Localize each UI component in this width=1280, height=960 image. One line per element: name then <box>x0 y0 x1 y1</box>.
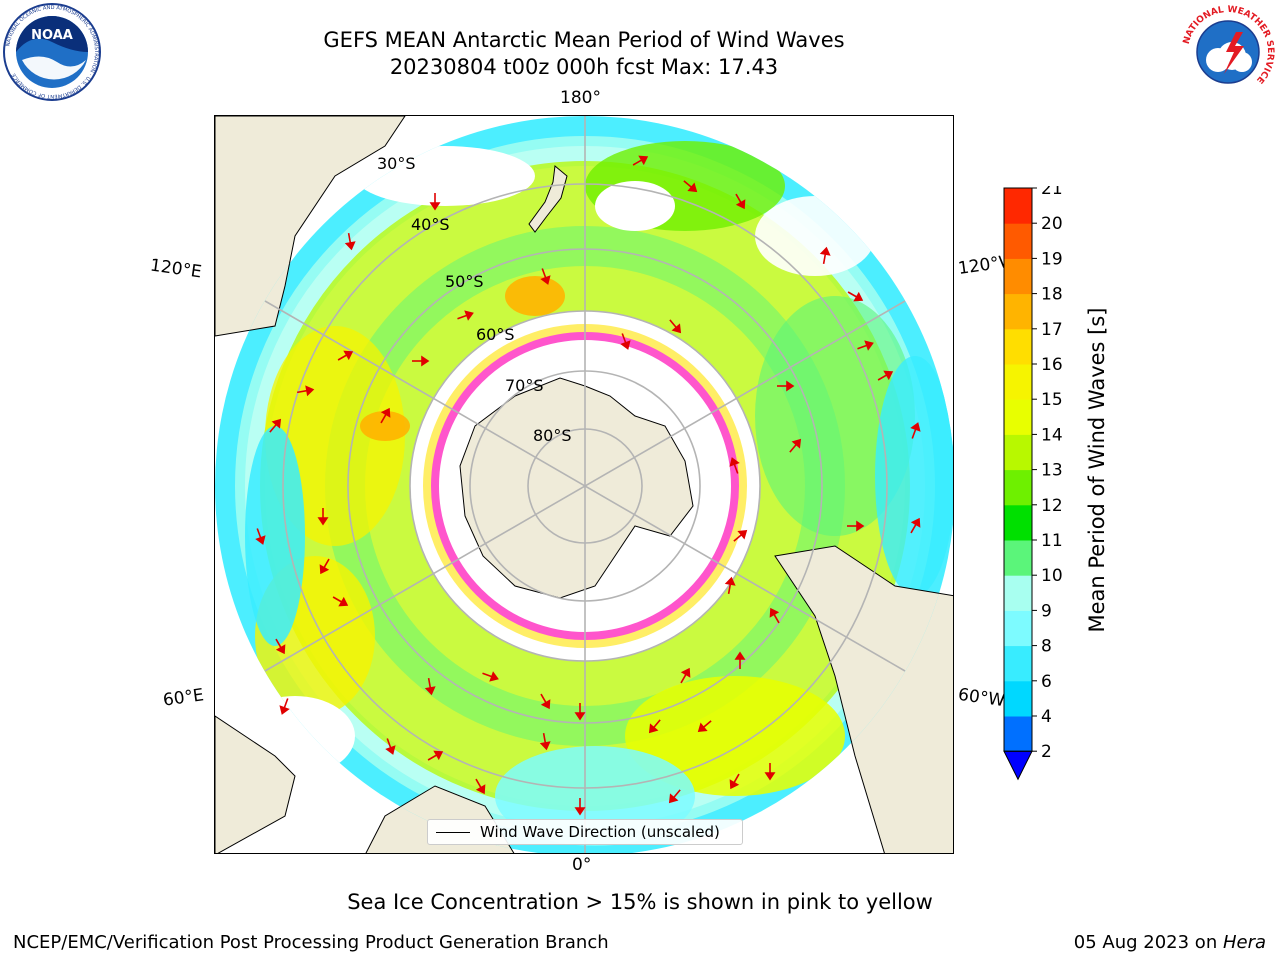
colorbar-tick-label: 6 <box>1041 672 1052 692</box>
colorbar-bin <box>1004 469 1032 506</box>
colorbar-tick-label: 19 <box>1041 249 1063 269</box>
colorbar-bin <box>1004 680 1032 717</box>
graticule <box>215 116 953 853</box>
nws-logo: NATIONAL WEATHER SERVICE <box>1181 5 1275 99</box>
lon-label-180: 180° <box>560 88 601 108</box>
colorbar-bin <box>1004 364 1032 400</box>
colorbar-tick-label: 15 <box>1041 390 1063 410</box>
noaa-logo: NOAA NATIONAL OCEANIC AND ATMOSPHERIC AD… <box>3 3 101 101</box>
colorbar-tick-label: 11 <box>1041 531 1063 551</box>
colorbar-bin <box>1004 434 1032 471</box>
colorbar-tick-label: 9 <box>1041 601 1052 621</box>
colorbar-tick-label: 2 <box>1041 742 1052 762</box>
lat-label-30: 30°S <box>377 154 416 173</box>
credit-branch: NCEP/EMC/Verification Post Processing Pr… <box>13 932 609 953</box>
colorbar-tick-label: 20 <box>1041 214 1063 234</box>
legend-label: Wind Wave Direction (unscaled) <box>480 823 720 841</box>
colorbar-bin <box>1004 293 1032 330</box>
colorbar-tick-label: 10 <box>1041 566 1063 586</box>
colorbar-bin <box>1004 575 1032 611</box>
lat-label-80: 80°S <box>533 426 572 445</box>
lat-label-40: 40°S <box>411 215 450 234</box>
sea-ice-note: Sea Ice Concentration > 15% is shown in … <box>347 890 933 914</box>
colorbar-extend-triangle <box>1003 750 1033 781</box>
colorbar-tick-label: 4 <box>1041 707 1052 727</box>
colorbar-bin <box>1004 504 1032 541</box>
credit-date: 05 Aug 2023 on Hera <box>1074 932 1266 953</box>
colorbar-bin <box>1004 716 1032 752</box>
lat-label-60: 60°S <box>476 325 515 344</box>
chart-subtitle: 20230804 t00z 000h fcst Max: 17.43 <box>389 55 779 79</box>
credit-machine: Hera <box>1222 932 1266 953</box>
map-panel: 30°S 40°S 50°S 60°S 70°S 80°S <box>214 115 954 854</box>
colorbar-title: Mean Period of Wind Waves [s] <box>1085 307 1109 633</box>
lat-label-50: 50°S <box>445 272 484 291</box>
lon-label-0: 0° <box>572 855 592 875</box>
lon-label-60e: 60°E <box>161 685 206 711</box>
latitude-labels: 30°S 40°S 50°S 60°S 70°S 80°S <box>377 154 572 445</box>
wind-wave-arrows <box>255 155 921 816</box>
colorbar-bin <box>1004 645 1032 682</box>
colorbar-bin <box>1004 540 1032 576</box>
colorbar-tick-label: 21 <box>1041 186 1063 199</box>
noaa-logo-text: NOAA <box>31 28 73 43</box>
chart-title: GEFS MEAN Antarctic Mean Period of Wind … <box>323 28 845 52</box>
colorbar-bin <box>1004 188 1032 224</box>
colorbar-tick-label: 16 <box>1041 355 1063 375</box>
colorbar: 2 4 6 8 9 10 11 12 13 14 15 16 17 18 19 20 21 <box>1003 186 1063 781</box>
colorbar-tick-label: 13 <box>1041 461 1063 481</box>
colorbar-bin <box>1004 399 1032 435</box>
colorbar-tick-label: 17 <box>1041 320 1063 340</box>
lat-label-70: 70°S <box>505 376 544 395</box>
colorbar-bin <box>1004 328 1032 365</box>
polar-map: 30°S 40°S 50°S 60°S 70°S 80°S <box>215 116 953 853</box>
colorbar-tick-label: 12 <box>1041 496 1063 516</box>
colorbar-tick-label: 14 <box>1041 425 1063 445</box>
map-legend: Wind Wave Direction (unscaled) <box>427 819 743 845</box>
colorbar-tick-label: 18 <box>1041 285 1063 305</box>
lon-label-120e: 120°E <box>148 255 203 283</box>
colorbar-bin <box>1004 610 1032 647</box>
credit-date-text: 05 Aug 2023 on <box>1073 932 1223 953</box>
colorbar-bin <box>1004 223 1032 259</box>
colorbar-tick-label: 8 <box>1041 637 1052 657</box>
colorbar-bin <box>1004 258 1032 295</box>
legend-line-swatch <box>436 831 470 833</box>
